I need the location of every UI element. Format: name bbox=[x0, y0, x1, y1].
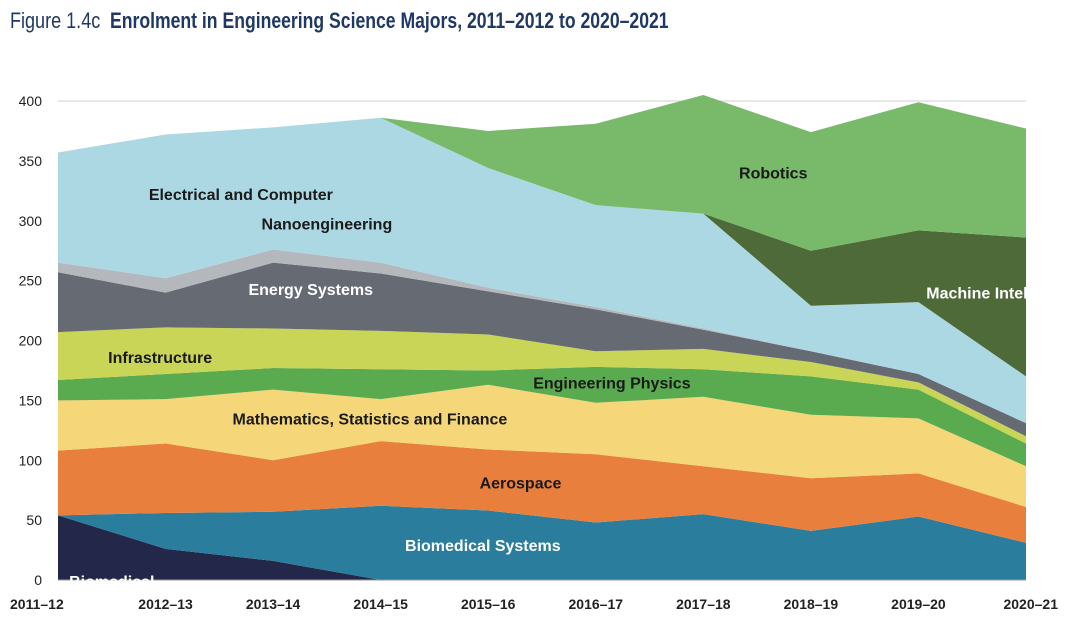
area-label-biomedical-systems: Biomedical Systems bbox=[405, 538, 561, 555]
area-label-biomedical: Biomedical bbox=[69, 574, 154, 591]
y-tick-label: 200 bbox=[19, 333, 43, 349]
area-label-mathematics-statistics-and-finance: Mathematics, Statistics and Finance bbox=[233, 412, 508, 429]
x-tick-label: 2018–19 bbox=[784, 596, 839, 612]
area-electrical-and-computer bbox=[58, 117, 1026, 424]
area-aerospace bbox=[58, 441, 1026, 543]
area-label-engineering-physics: Engineering Physics bbox=[533, 376, 690, 393]
area-label-infrastructure: Infrastructure bbox=[108, 350, 212, 367]
x-tick-label: 2020–21 bbox=[1003, 596, 1058, 612]
area-label-robotics: Robotics bbox=[739, 165, 808, 182]
area-label-nanoengineering: Nanoengineering bbox=[262, 216, 393, 233]
x-tick-label: 2011–12 bbox=[10, 596, 64, 612]
area-energy-systems bbox=[58, 262, 1026, 437]
y-tick-label: 50 bbox=[26, 512, 42, 528]
area-biomedical-systems bbox=[58, 505, 1026, 580]
chart-title: Enrolment in Engineering Science Majors,… bbox=[110, 8, 669, 33]
area-mathematics-statistics-and-finance bbox=[58, 384, 1026, 507]
x-tick-label: 2015–16 bbox=[461, 596, 516, 612]
x-tick-label: 2019–20 bbox=[891, 596, 946, 612]
area-infrastructure bbox=[58, 327, 1026, 444]
x-tick-label: 2014–15 bbox=[353, 596, 408, 612]
chart-title-row: Figure 1.4c Enrolment in Engineering Sci… bbox=[10, 8, 808, 44]
y-tick-label: 100 bbox=[19, 452, 43, 468]
figure-label: Figure 1.4c bbox=[10, 8, 101, 33]
area-biomedical bbox=[58, 515, 1026, 580]
area-label-machine-intelligence: Machine Intelligence bbox=[926, 286, 1070, 303]
y-tick-label: 250 bbox=[19, 273, 43, 289]
area-label-electrical-and-computer: Electrical and Computer bbox=[149, 187, 333, 204]
area-engineering-physics bbox=[58, 366, 1026, 467]
x-tick-label: 2016–17 bbox=[569, 596, 624, 612]
x-tick-label: 2013–14 bbox=[246, 596, 301, 612]
x-tick-label: 2012–13 bbox=[138, 596, 193, 612]
y-tick-label: 0 bbox=[34, 572, 42, 588]
area-label-energy-systems: Energy Systems bbox=[248, 282, 373, 299]
area-robotics bbox=[58, 95, 1026, 251]
y-tick-label: 350 bbox=[19, 153, 43, 169]
y-tick-label: 400 bbox=[19, 93, 43, 109]
area-machine-intelligence bbox=[58, 117, 1026, 377]
y-tick-label: 300 bbox=[19, 213, 43, 229]
y-tick-label: 150 bbox=[19, 392, 43, 408]
x-tick-label: 2017–18 bbox=[676, 596, 731, 612]
area-label-aerospace: Aerospace bbox=[480, 476, 562, 493]
